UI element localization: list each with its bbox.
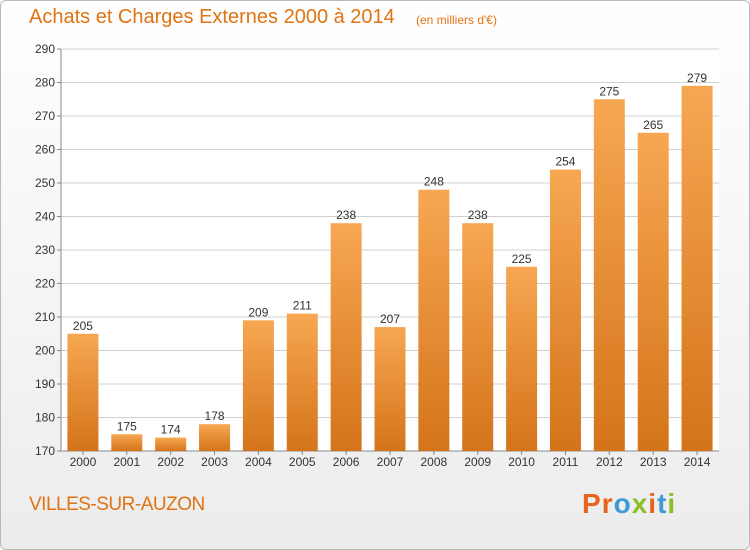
- data-label: 205: [73, 319, 93, 333]
- bar: [330, 223, 362, 451]
- y-tick-label: 190: [35, 377, 55, 391]
- logo-letter: r: [601, 488, 614, 519]
- logo-letter: i: [648, 488, 658, 519]
- bar: [111, 434, 143, 451]
- commune-name: VILLES-SUR-AUZON: [29, 494, 205, 515]
- bar: [286, 313, 318, 451]
- x-tick-label: 2008: [421, 455, 448, 469]
- y-tick-label: 180: [35, 411, 55, 425]
- bar: [242, 320, 274, 451]
- bar: [418, 189, 450, 451]
- logo-letter: i: [667, 488, 677, 519]
- x-tick-label: 2006: [333, 455, 360, 469]
- x-tick-label: 2004: [245, 455, 272, 469]
- bar: [506, 266, 538, 451]
- data-label: 211: [293, 299, 312, 313]
- x-tick-label: 2007: [377, 455, 404, 469]
- x-tick-label: 2001: [113, 455, 140, 469]
- data-label: 275: [599, 84, 619, 98]
- bar: [681, 85, 713, 451]
- data-label: 175: [117, 419, 137, 433]
- logo-letter: t: [657, 488, 668, 519]
- y-tick-label: 170: [35, 444, 55, 458]
- bar: [637, 132, 669, 451]
- data-label: 207: [380, 312, 400, 326]
- bar: [593, 99, 625, 451]
- x-tick-label: 2005: [289, 455, 316, 469]
- data-label: 225: [512, 252, 532, 266]
- data-label: 238: [336, 208, 356, 222]
- data-label: 174: [161, 423, 181, 437]
- data-label: 178: [205, 409, 225, 423]
- data-label: 238: [468, 208, 488, 222]
- y-tick-label: 290: [35, 42, 55, 56]
- data-label: 254: [555, 155, 575, 169]
- x-tick-label: 2009: [464, 455, 491, 469]
- data-label: 209: [248, 305, 268, 319]
- y-tick-label: 230: [35, 243, 55, 257]
- data-label: 265: [643, 118, 663, 132]
- bar: [462, 223, 494, 451]
- logo-letter: o: [613, 488, 632, 519]
- x-tick-label: 2002: [157, 455, 184, 469]
- data-label: 279: [687, 71, 707, 85]
- y-tick-label: 220: [35, 277, 55, 291]
- y-tick-label: 260: [35, 143, 55, 157]
- y-tick-label: 240: [35, 210, 55, 224]
- bar: [549, 169, 581, 451]
- x-tick-label: 2000: [70, 455, 97, 469]
- proxiti-logo: Proxiti: [582, 488, 676, 520]
- x-tick-label: 2012: [596, 455, 623, 469]
- y-tick-label: 270: [35, 109, 55, 123]
- y-tick-label: 200: [35, 344, 55, 358]
- x-tick-label: 2013: [640, 455, 667, 469]
- y-tick-label: 280: [35, 76, 55, 90]
- chart-unit: (en milliers d'€): [416, 13, 497, 27]
- logo-letter: P: [582, 488, 602, 519]
- y-tick-label: 210: [35, 310, 55, 324]
- x-tick-label: 2003: [201, 455, 228, 469]
- x-tick-label: 2011: [553, 455, 579, 469]
- bar: [67, 333, 99, 451]
- y-tick-label: 250: [35, 176, 55, 190]
- x-tick-label: 2014: [684, 455, 711, 469]
- data-label: 248: [424, 175, 444, 189]
- bar: [199, 424, 231, 451]
- x-tick-label: 2010: [508, 455, 535, 469]
- bar: [374, 327, 406, 451]
- bar: [155, 437, 187, 451]
- chart-title: Achats et Charges Externes 2000 à 2014: [29, 6, 395, 28]
- logo-letter: x: [631, 488, 649, 519]
